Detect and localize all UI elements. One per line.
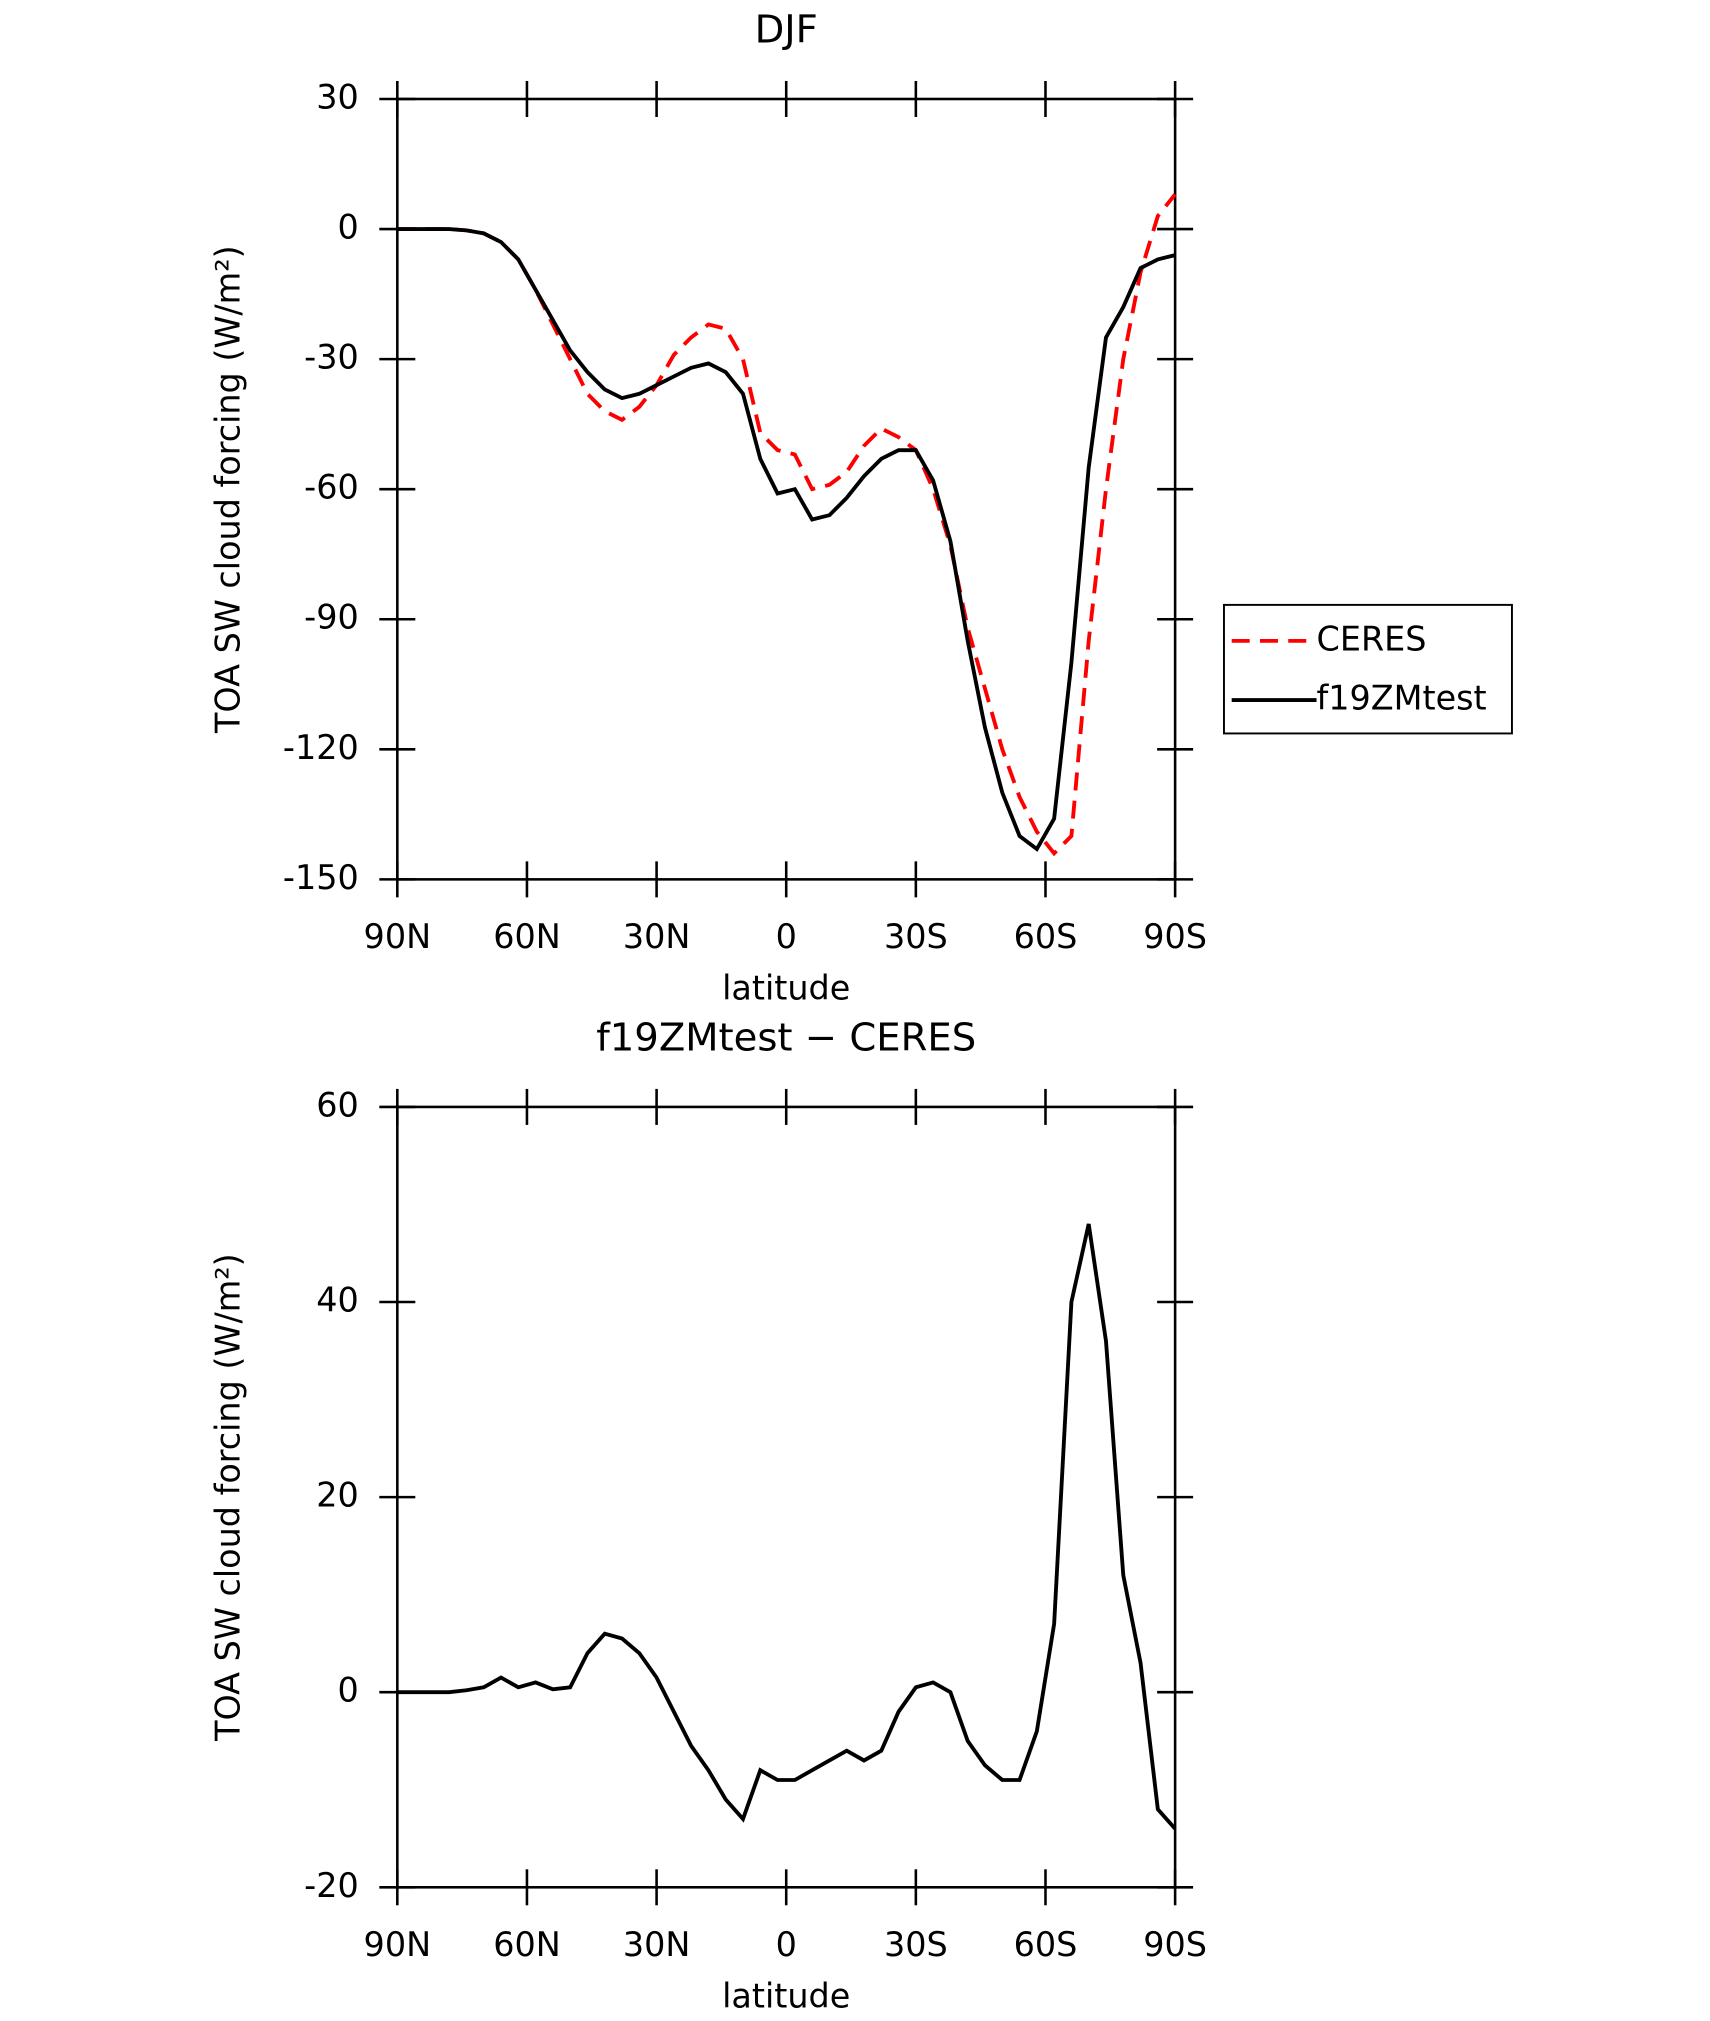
y-tick-label: 0	[337, 208, 358, 247]
y-tick-label: 60	[316, 1085, 359, 1124]
x-axis-label: latitude	[722, 1976, 850, 2015]
data-line	[397, 193, 1177, 857]
y-tick-label: 0	[337, 1671, 358, 1710]
x-tick-label: 30S	[884, 917, 948, 956]
chart-title: f19ZMtest − CERES	[596, 1016, 976, 1061]
x-tick-label: 90N	[364, 917, 432, 956]
data-line	[397, 1223, 1177, 1831]
chart-title: DJF	[755, 8, 818, 53]
x-tick-label: 30S	[884, 1925, 948, 1964]
y-tick-label: -30	[304, 338, 359, 377]
legend-label: f19ZMtest	[1317, 679, 1487, 718]
x-tick-label: 0	[776, 1925, 797, 1964]
y-tick-label: -60	[304, 468, 359, 507]
y-tick-label: -20	[304, 1866, 359, 1905]
y-tick-label: -90	[304, 598, 359, 637]
y-axis-label: TOA SW cloud forcing (W/m²)	[209, 245, 248, 734]
x-tick-label: 90N	[364, 1925, 432, 1964]
x-tick-label: 60N	[493, 917, 561, 956]
x-tick-label: 0	[776, 917, 797, 956]
x-tick-label: 30N	[623, 917, 691, 956]
x-tick-label: 30N	[623, 1925, 691, 1964]
x-tick-label: 60S	[1014, 917, 1078, 956]
plot-frame	[396, 1105, 1177, 1889]
y-axis-label: TOA SW cloud forcing (W/m²)	[209, 1253, 248, 1742]
x-tick-label: 90S	[1143, 917, 1207, 956]
y-tick-label: 20	[316, 1476, 359, 1515]
legend-box	[1223, 603, 1513, 735]
x-axis-label: latitude	[722, 968, 850, 1007]
y-tick-label: 40	[316, 1281, 359, 1320]
x-tick-label: 60N	[493, 1925, 561, 1964]
data-line	[397, 227, 1176, 852]
y-tick-label: -120	[283, 728, 359, 767]
legend-label: CERES	[1317, 619, 1427, 658]
x-tick-label: 90S	[1143, 1925, 1207, 1964]
x-tick-label: 60S	[1014, 1925, 1078, 1964]
legend: CERES f19ZMtest	[1223, 603, 1513, 735]
y-tick-label: 30	[316, 77, 359, 116]
y-tick-label: -150	[283, 858, 359, 897]
